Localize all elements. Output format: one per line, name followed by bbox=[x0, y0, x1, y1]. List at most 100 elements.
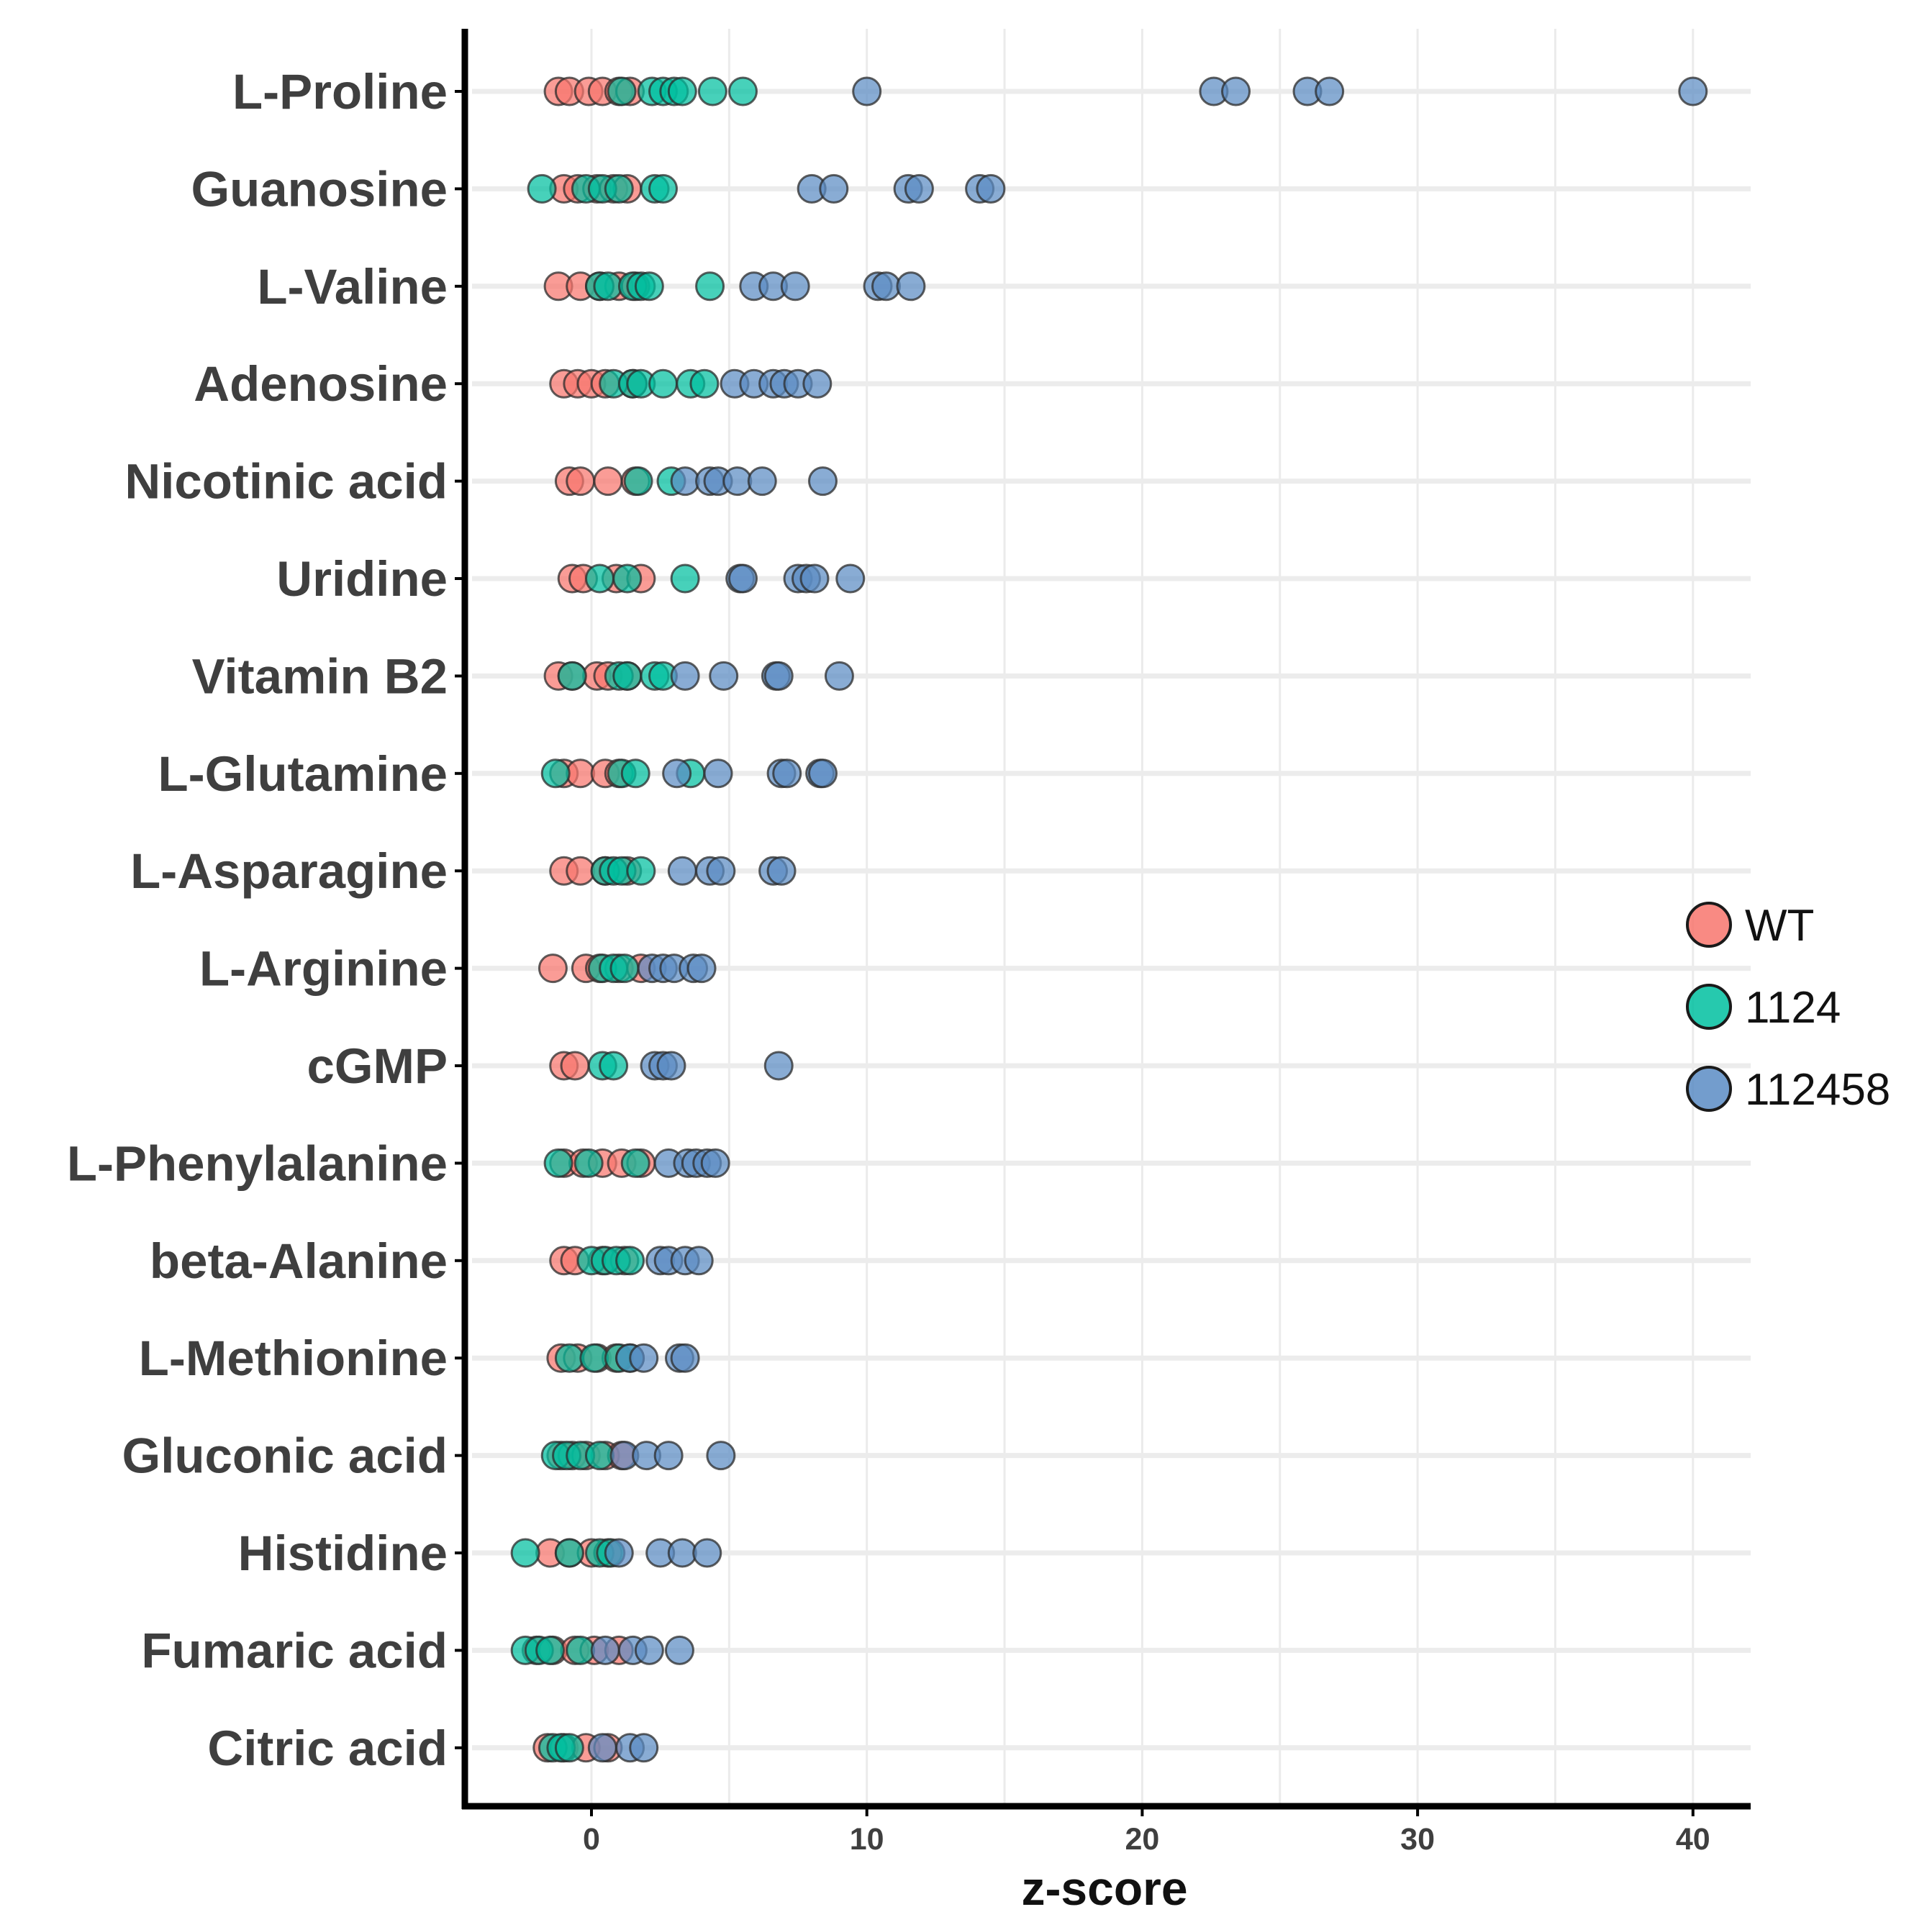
data-point-1124 bbox=[593, 271, 623, 302]
data-point-112458 bbox=[662, 758, 692, 789]
data-point-112458 bbox=[763, 661, 794, 691]
data-point-1124 bbox=[727, 76, 758, 107]
x-tick-label: 40 bbox=[1676, 1822, 1710, 1857]
data-point-1124 bbox=[604, 173, 634, 204]
category-label: Guanosine bbox=[191, 161, 448, 217]
legend-label: 1124 bbox=[1745, 983, 1841, 1033]
data-point-112458 bbox=[653, 1441, 684, 1471]
category-label: Nicotinic acid bbox=[124, 454, 448, 509]
data-point-1124 bbox=[667, 76, 697, 107]
data-point-1124 bbox=[695, 271, 725, 302]
data-point-1124 bbox=[554, 1538, 584, 1568]
data-point-1124 bbox=[557, 661, 587, 691]
x-axis-title: z-score bbox=[1021, 1862, 1187, 1915]
data-point-112458 bbox=[904, 173, 934, 204]
data-point-112458 bbox=[807, 758, 838, 789]
data-point-112458 bbox=[700, 1148, 730, 1178]
category-label: beta-Alanine bbox=[150, 1233, 448, 1289]
data-point-1124 bbox=[540, 758, 571, 789]
data-point-1124 bbox=[584, 563, 614, 594]
data-point-1124 bbox=[620, 758, 650, 789]
category-label: cGMP bbox=[307, 1038, 448, 1094]
data-point-112458 bbox=[1221, 76, 1251, 107]
data-point-112458 bbox=[772, 758, 802, 789]
axes bbox=[455, 29, 1751, 1810]
category-label: Gluconic acid bbox=[122, 1428, 448, 1484]
data-point-112458 bbox=[629, 1733, 659, 1763]
category-label: Fumaric acid bbox=[141, 1623, 448, 1678]
data-point-1124 bbox=[607, 76, 637, 107]
data-point-wt bbox=[566, 856, 596, 886]
category-label: L-Proline bbox=[232, 64, 448, 119]
data-point-112458 bbox=[727, 563, 758, 594]
x-tick-label: 30 bbox=[1400, 1822, 1435, 1857]
data-point-112458 bbox=[670, 1343, 700, 1373]
data-point-1124 bbox=[697, 76, 727, 107]
data-point-1124 bbox=[599, 1051, 629, 1081]
data-point-112458 bbox=[604, 1538, 634, 1568]
data-point-1124 bbox=[612, 563, 643, 594]
data-point-112458 bbox=[976, 173, 1006, 204]
data-point-wt bbox=[593, 466, 623, 497]
legend-swatch-wt bbox=[1686, 902, 1732, 948]
data-point-1124 bbox=[543, 1148, 573, 1178]
legend-swatch-112458 bbox=[1686, 1066, 1732, 1112]
data-point-112458 bbox=[670, 466, 700, 497]
category-label: L-Valine bbox=[257, 259, 448, 314]
data-point-wt bbox=[566, 466, 596, 497]
data-point-1124 bbox=[620, 1148, 650, 1178]
data-point-112458 bbox=[896, 271, 926, 302]
data-point-1124 bbox=[510, 1538, 540, 1568]
data-point-112458 bbox=[819, 173, 849, 204]
grid-layer bbox=[472, 29, 1751, 1806]
data-point-112458 bbox=[703, 758, 733, 789]
data-point-1124 bbox=[612, 661, 643, 691]
data-point-1124 bbox=[634, 271, 664, 302]
data-point-1124 bbox=[689, 368, 720, 399]
data-point-1124 bbox=[648, 368, 679, 399]
data-point-1124 bbox=[615, 1246, 645, 1276]
data-point-112458 bbox=[1315, 76, 1345, 107]
data-point-112458 bbox=[664, 1635, 694, 1665]
category-labels: L-Proline Guanosine L-Valine Adenosine Nicot… bbox=[67, 64, 448, 1776]
x-tick-label: 20 bbox=[1125, 1822, 1159, 1857]
data-point-112458 bbox=[807, 466, 838, 497]
data-point-1124 bbox=[573, 1148, 604, 1178]
data-point-1124 bbox=[527, 173, 557, 204]
category-label: L-Asparagine bbox=[130, 843, 448, 899]
data-point-112458 bbox=[802, 368, 833, 399]
legend: WT 1124 112458 bbox=[1686, 901, 1890, 1115]
data-point-1124 bbox=[626, 856, 656, 886]
legend-swatch-1124 bbox=[1686, 984, 1732, 1030]
category-label: Vitamin B2 bbox=[192, 648, 448, 704]
data-point-112458 bbox=[763, 1051, 794, 1081]
data-point-1124 bbox=[670, 563, 700, 594]
data-point-1124 bbox=[648, 173, 679, 204]
data-point-112458 bbox=[686, 953, 717, 984]
data-point-1124 bbox=[566, 1635, 596, 1665]
data-point-112458 bbox=[670, 661, 700, 691]
x-tick-labels: 0 10 20 30 40 bbox=[583, 1806, 1710, 1857]
data-point-112458 bbox=[634, 1635, 664, 1665]
legend-label: WT bbox=[1745, 901, 1814, 951]
data-point-1124 bbox=[623, 466, 653, 497]
data-point-112458 bbox=[706, 856, 736, 886]
category-label: L-Glutamine bbox=[158, 746, 448, 802]
data-point-112458 bbox=[835, 563, 866, 594]
legend-label: 112458 bbox=[1745, 1065, 1890, 1115]
data-point-wt bbox=[538, 953, 568, 984]
data-point-112458 bbox=[852, 76, 882, 107]
data-point-112458 bbox=[656, 1051, 686, 1081]
data-point-112458 bbox=[667, 856, 697, 886]
data-point-112458 bbox=[799, 563, 830, 594]
x-tick-label: 10 bbox=[850, 1822, 884, 1857]
data-point-112458 bbox=[629, 1343, 659, 1373]
data-point-112458 bbox=[692, 1538, 722, 1568]
data-point-112458 bbox=[722, 466, 753, 497]
data-point-112458 bbox=[824, 661, 854, 691]
data-point-112458 bbox=[709, 661, 739, 691]
category-label: Histidine bbox=[238, 1526, 448, 1581]
data-point-112458 bbox=[684, 1246, 714, 1276]
data-point-112458 bbox=[747, 466, 777, 497]
